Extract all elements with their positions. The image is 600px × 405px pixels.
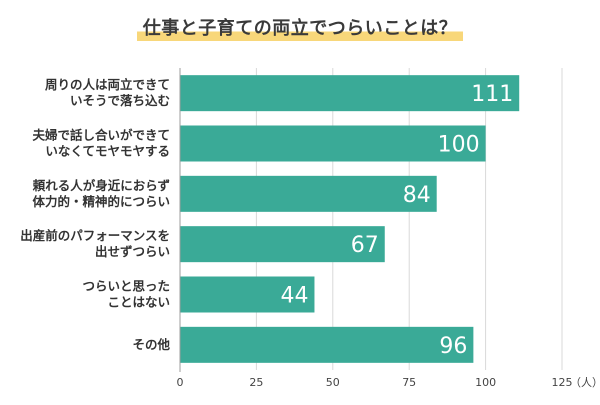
x-tick-label: 100	[475, 376, 496, 389]
x-tick-label: 0	[177, 376, 184, 389]
bar-value-label: 111	[471, 82, 513, 107]
bar	[180, 226, 385, 263]
bar	[180, 326, 474, 363]
x-tick-label: 125	[552, 376, 573, 389]
bar-value-label: 96	[439, 334, 467, 359]
chart-title-wrapper: 仕事と子育ての両立でつらいことは？	[0, 14, 600, 42]
category-label: ことはない	[107, 295, 170, 310]
bar-value-label: 84	[403, 183, 431, 208]
category-label: 体力的・精神的につらい	[32, 194, 170, 209]
chart-title: 仕事と子育ての両立でつらいことは？	[136, 14, 464, 42]
category-label: 夫婦で話し合いができて	[32, 128, 170, 143]
category-label: その他	[132, 337, 170, 352]
bar	[180, 276, 315, 313]
x-axis-unit: （人）	[570, 376, 600, 389]
category-label: 周りの人は両立できて	[45, 77, 170, 92]
category-label: 頼れる人が身近におらず	[32, 178, 171, 193]
bar-value-label: 44	[280, 284, 308, 309]
bar-value-label: 100	[438, 133, 480, 158]
x-tick-label: 75	[402, 376, 416, 389]
category-label: 出せずつらい	[95, 244, 170, 259]
category-label: いなくてモヤモヤする	[45, 144, 170, 159]
bar	[180, 175, 437, 212]
bar	[180, 125, 486, 162]
bar-value-label: 67	[351, 233, 379, 258]
category-label: つらいと思った	[82, 279, 170, 294]
x-tick-label: 25	[249, 376, 263, 389]
bar	[180, 75, 520, 112]
x-tick-label: 50	[326, 376, 340, 389]
category-label: 出産前のパフォーマンスを	[20, 228, 170, 243]
category-label: いそうで落ち込む	[70, 93, 170, 108]
